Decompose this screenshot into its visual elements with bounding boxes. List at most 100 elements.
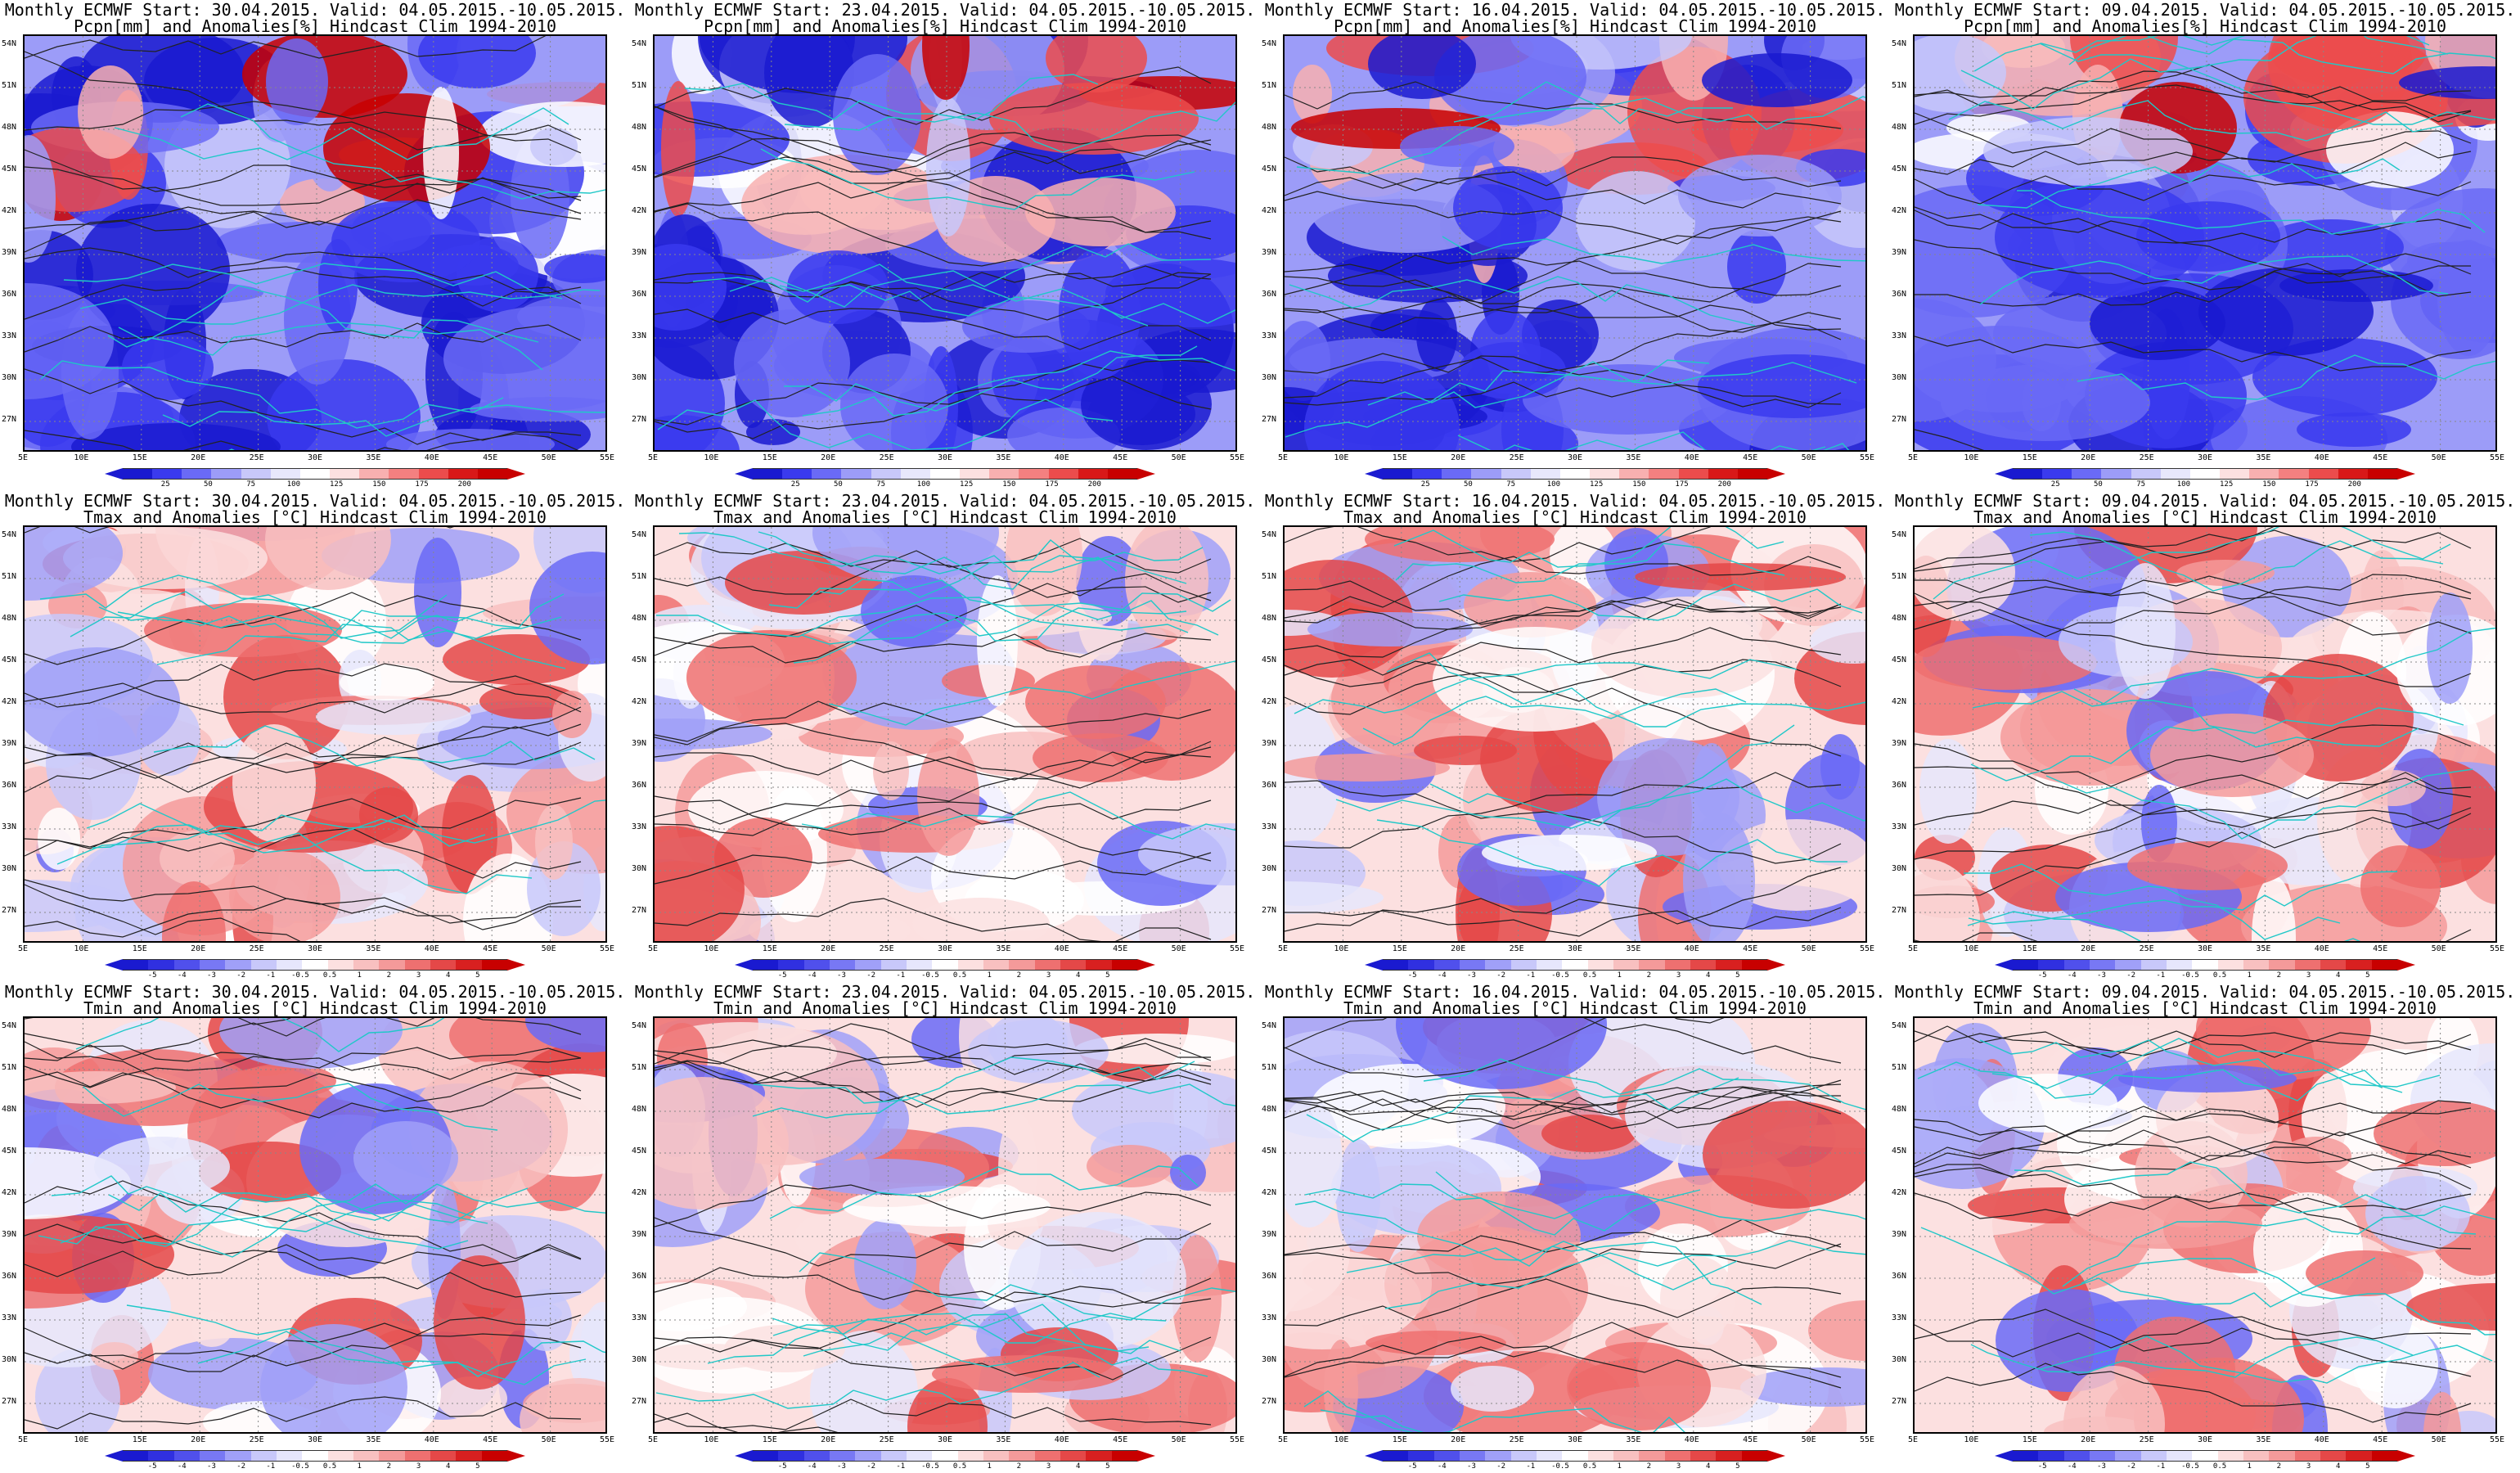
coastline xyxy=(2040,1336,2493,1384)
coastline xyxy=(2068,36,2495,74)
colorbar-min-arrow xyxy=(105,959,123,971)
isoline xyxy=(1285,1278,1842,1327)
colorbar-segment xyxy=(299,468,331,480)
colorbar-segment xyxy=(241,468,271,480)
anomaly-area xyxy=(1170,1155,1206,1191)
anomaly-area xyxy=(1480,706,1613,813)
colorbar-segment xyxy=(880,959,907,971)
colorbar-segment xyxy=(2192,1450,2218,1462)
map-panel: Monthly ECMWF Start: 30.04.2015. Valid: … xyxy=(0,491,630,982)
coastline xyxy=(1973,36,2449,72)
latitude-label: 36N xyxy=(1262,290,1277,299)
colorbar-segment xyxy=(1471,468,1501,480)
anomaly-area xyxy=(1482,835,1657,871)
colorbar-segment xyxy=(389,468,419,480)
isoline xyxy=(25,884,301,941)
colorbar-segment xyxy=(1708,468,1738,480)
panel-subtitle: Tmax and Anomalies [°C] Hindcast Clim 19… xyxy=(1973,507,2437,527)
longitude-axis: 5E 10E 15E 20E 25E 30E 35E 40E 45E 50E 55E xyxy=(1908,1435,2504,1447)
anomaly-area xyxy=(1915,636,2097,690)
longitude-label: 20E xyxy=(1451,944,1466,953)
longitude-label: 5E xyxy=(17,453,29,462)
colorbar-tick-label: -3 xyxy=(837,1462,846,1471)
latitude-label: 39N xyxy=(632,248,647,257)
longitude-label: 25E xyxy=(249,944,264,953)
colorbar-segment xyxy=(173,1450,200,1462)
coastline xyxy=(51,1175,476,1232)
colorbar-segment xyxy=(418,468,448,480)
colorbar xyxy=(1995,468,2416,480)
colorbar-ticks: -5 -4 -3 -2 -1 -0.5 0.5 1 2 3 4 5 xyxy=(753,1462,1137,1472)
longitude-label: 25E xyxy=(1509,944,1524,953)
isoline xyxy=(1285,527,1712,562)
panel-subtitle: Tmin and Anomalies [°C] Hindcast Clim 19… xyxy=(83,998,547,1018)
isoline xyxy=(1285,597,1842,630)
colorbar-tick-label: 75 xyxy=(2136,480,2146,489)
latitude-label: 42N xyxy=(1262,206,1277,215)
coastline xyxy=(800,600,1219,645)
colorbar-ticks: -5 -4 -3 -2 -1 -0.5 0.5 1 2 3 4 5 xyxy=(2013,1462,2397,1472)
longitude-label: 5E xyxy=(1907,1435,1919,1444)
anomaly-area xyxy=(1172,1235,1222,1363)
colorbar-tick-label: 150 xyxy=(1002,480,1016,489)
longitude-label: 25E xyxy=(249,1435,264,1444)
coastline xyxy=(156,616,562,665)
isoline xyxy=(25,322,582,353)
colorbar-tick-label: 150 xyxy=(1632,480,1646,489)
latitude-label: 30N xyxy=(1262,864,1277,873)
colorbar-segment xyxy=(1587,959,1613,971)
anomaly-area xyxy=(35,1349,120,1432)
longitude-label: 10E xyxy=(704,1435,719,1444)
latitude-label: 33N xyxy=(632,1313,647,1322)
longitude-axis: 5E 10E 15E 20E 25E 30E 35E 40E 45E 50E 55E xyxy=(1908,944,2504,956)
anomaly-area xyxy=(219,1018,403,1069)
isoline xyxy=(25,1071,582,1119)
isoline xyxy=(25,196,582,253)
colorbar-segment xyxy=(957,1450,983,1462)
isoline xyxy=(655,723,1212,781)
anomaly-area xyxy=(569,1310,605,1400)
latitude-label: 48N xyxy=(632,123,647,132)
colorbar-tick-label: -5 xyxy=(147,971,157,980)
longitude-label: 30E xyxy=(937,453,953,462)
anomaly-area xyxy=(1567,1342,1711,1430)
colorbar-tick-label: 5 xyxy=(2365,1462,2370,1471)
colorbar-tick-label: -1 xyxy=(896,1462,906,1471)
panel-title: Monthly ECMWF Start: 16.04.2015. Valid: … xyxy=(1264,982,1886,1002)
colorbar-tick-label: -3 xyxy=(207,1462,216,1471)
colorbar-segment xyxy=(404,959,430,971)
colorbar-segment xyxy=(1613,959,1640,971)
isoline xyxy=(1285,276,1842,340)
colorbar-segment xyxy=(753,959,779,971)
anomaly-area xyxy=(1915,527,2015,621)
colorbar-segment xyxy=(199,1450,226,1462)
latitude-label: 30N xyxy=(632,1355,647,1364)
coastline xyxy=(2014,1161,2477,1235)
isoline xyxy=(1915,1102,2472,1164)
colorbar-segment xyxy=(1111,959,1137,971)
colorbar xyxy=(105,959,525,971)
colorbar-segment xyxy=(1383,1450,1409,1462)
longitude-label: 15E xyxy=(2022,453,2037,462)
anomaly-area xyxy=(2406,1283,2495,1331)
colorbar-segment xyxy=(2089,959,2116,971)
coastline xyxy=(1977,158,2401,209)
colorbar-segment xyxy=(2042,468,2072,480)
isoline xyxy=(25,723,582,793)
colorbar-tick-label: 4 xyxy=(2335,971,2341,980)
longitude-label: 50E xyxy=(2431,944,2446,953)
longitude-label: 15E xyxy=(762,453,777,462)
coastline xyxy=(114,107,569,160)
colorbar-tick-label: 200 xyxy=(2347,480,2361,489)
anomaly-area xyxy=(1464,572,1596,637)
isoline xyxy=(655,1286,1212,1353)
anomaly-area xyxy=(799,1159,965,1195)
longitude-label: 45E xyxy=(1743,944,1758,953)
colorbar-segment xyxy=(1009,1450,1035,1462)
coastline xyxy=(656,597,1189,637)
anomaly-area xyxy=(655,244,727,331)
longitude-label: 40E xyxy=(1054,1435,1069,1444)
coastline xyxy=(63,263,563,300)
anomaly-area xyxy=(1635,563,1846,591)
colorbar-tick-label: -4 xyxy=(2067,1462,2077,1471)
